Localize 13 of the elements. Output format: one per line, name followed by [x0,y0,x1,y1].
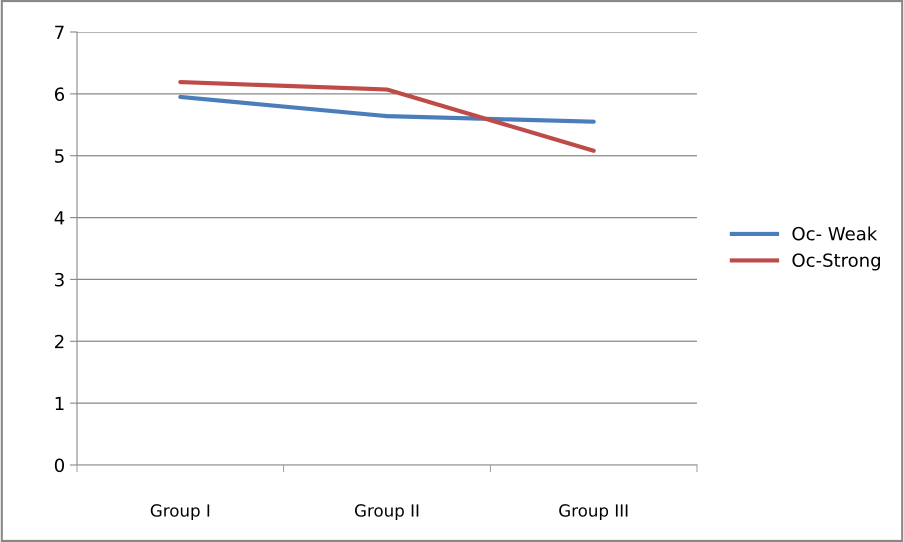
legend-label: Oc- Weak [792,226,878,240]
y-tick-label: 6 [54,87,64,101]
y-tick-label: 4 [54,211,64,224]
x-tick-label: Group I [150,504,210,520]
y-tick-label: 7 [55,26,64,39]
x-tick-label: Group II [355,504,418,520]
y-tick-label: 1 [56,396,64,410]
y-tick-label: 3 [55,272,64,287]
legend-label: Oc-Strong [792,253,880,270]
x-tick-label: Group III [559,504,628,520]
y-tick-label: 5 [55,149,64,163]
y-tick-label: 2 [55,334,64,348]
y-tick-label: 0 [54,458,64,472]
